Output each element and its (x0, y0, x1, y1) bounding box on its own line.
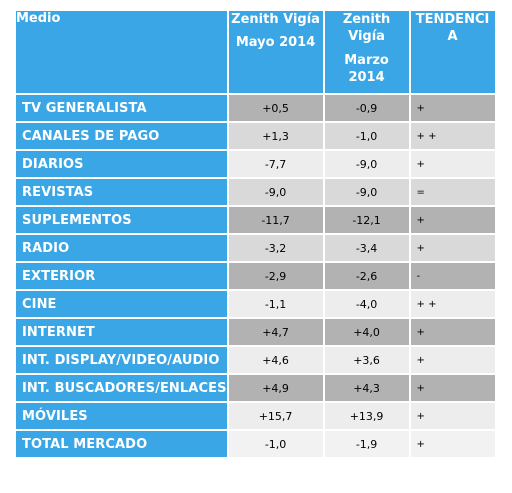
row-marzo-value: +4,0 (324, 319, 409, 345)
row-marzo-value: +3,6 (324, 347, 409, 373)
table-row: EXTERIOR -2,9 -2,6- (16, 263, 495, 289)
header-row: Medio Zenith Vigía Mayo 2014 Zenith Vigí… (16, 11, 495, 93)
row-medio-cell: INT. DISPLAY/VIDEO/AUDIO (16, 347, 227, 373)
row-marzo-value: -4,0 (324, 291, 409, 317)
row-medio-cell: TV GENERALISTA (16, 95, 227, 121)
media-investment-table: Medio Zenith Vigía Mayo 2014 Zenith Vigí… (14, 9, 497, 459)
row-mayo-value: +0,5 (228, 95, 323, 121)
row-tendencia-value: + (410, 207, 495, 233)
table-row: TOTAL MERCADO -1,0 -1,9 + (16, 431, 495, 457)
row-medio-cell: TOTAL MERCADO (16, 431, 227, 457)
row-medio-cell: DIARIOS (16, 151, 227, 177)
row-mayo-value: -7,7 (228, 151, 323, 177)
row-medio-cell: CINE (16, 291, 227, 317)
row-marzo-value: -1,9 (324, 431, 409, 457)
header-medio: Medio (16, 11, 227, 93)
table-row: TV GENERALISTA +0,5 -0,9 + (16, 95, 495, 121)
row-medio-cell: RADIO (16, 235, 227, 261)
row-mayo-value: -1,0 (228, 431, 323, 457)
row-marzo-value: -3,4 (324, 235, 409, 261)
row-marzo-value: -1,0 (324, 123, 409, 149)
row-tendencia-value: + + (410, 123, 495, 149)
table-row: CINE -1,1 -4,0 + + (16, 291, 495, 317)
row-tendencia-value: + (410, 403, 495, 429)
table-row: MÓVILES +15,7 +13,9 + (16, 403, 495, 429)
table-row: CANALES DE PAGO +1,3 -1,0 + + (16, 123, 495, 149)
header-marzo-line4: 2014 (348, 70, 385, 85)
row-mayo-value: -2,9 (228, 263, 323, 289)
row-mayo-value: -9,0 (228, 179, 323, 205)
row-tendencia-value: + (410, 235, 495, 261)
row-marzo-value: -9,0 (324, 179, 409, 205)
row-mayo-value: +4,7 (228, 319, 323, 345)
header-mayo-line1: Zenith Vigía (231, 12, 320, 27)
row-tendencia-value: + (410, 319, 495, 345)
row-medio-cell: REVISTAS (16, 179, 227, 205)
row-medio-cell: CANALES DE PAGO (16, 123, 227, 149)
table-row: RADIO -3,2 -3,4 + (16, 235, 495, 261)
row-tendencia-value: - (410, 263, 495, 289)
row-marzo-value: -0,9 (324, 95, 409, 121)
row-medio-cell: EXTERIOR (16, 263, 227, 289)
row-marzo-value: -9,0 (324, 151, 409, 177)
row-mayo-value: +1,3 (228, 123, 323, 149)
header-tendencia-line2: A (447, 29, 458, 44)
table-row: REVISTAS -9,0 -9,0 = (16, 179, 495, 205)
table-row: INT. BUSCADORES/ENLACES +4,9 +4,3 + (16, 375, 495, 401)
row-medio-cell: INT. BUSCADORES/ENLACES (16, 375, 227, 401)
row-tendencia-value: + + (410, 291, 495, 317)
row-mayo-value: -11,7 (228, 207, 323, 233)
row-marzo-value: -12,1 (324, 207, 409, 233)
row-tendencia-value: = (410, 179, 495, 205)
row-medio-cell: SUPLEMENTOS (16, 207, 227, 233)
header-tendencia: TENDENCI A (410, 11, 495, 93)
header-marzo-2014: Zenith Vigía Marzo 2014 (324, 11, 409, 93)
row-mayo-value: +15,7 (228, 403, 323, 429)
header-marzo-line1: Zenith (342, 12, 391, 27)
header-mayo-line2: Mayo 2014 (235, 35, 316, 50)
row-tendencia-value: + (410, 347, 495, 373)
row-mayo-value: +4,6 (228, 347, 323, 373)
row-medio-cell: INTERNET (16, 319, 227, 345)
row-marzo-value: -2,6 (324, 263, 409, 289)
header-mayo-2014: Zenith Vigía Mayo 2014 (228, 11, 323, 93)
row-marzo-value: +4,3 (324, 375, 409, 401)
row-tendencia-value: + (410, 431, 495, 457)
row-mayo-value: -1,1 (228, 291, 323, 317)
row-marzo-value: +13,9 (324, 403, 409, 429)
row-tendencia-value: + (410, 95, 495, 121)
table-row: SUPLEMENTOS -11,7 -12,1 + (16, 207, 495, 233)
row-mayo-value: -3,2 (228, 235, 323, 261)
header-marzo-line3: Marzo (344, 53, 389, 68)
row-mayo-value: +4,9 (228, 375, 323, 401)
row-medio-cell: MÓVILES (16, 403, 227, 429)
table-row: DIARIOS -7,7 -9,0 + (16, 151, 495, 177)
row-tendencia-value: + (410, 375, 495, 401)
header-marzo-line2: Vigía (348, 29, 385, 44)
table-row: INT. DISPLAY/VIDEO/AUDIO +4,6 +3,6 + (16, 347, 495, 373)
row-tendencia-value: + (410, 151, 495, 177)
table-row: INTERNET +4,7 +4,0 + (16, 319, 495, 345)
header-tendencia-line1: TENDENCI (415, 12, 490, 27)
